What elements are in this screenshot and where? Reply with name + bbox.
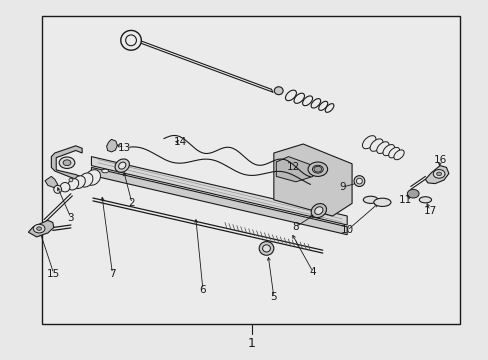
Text: 17: 17: [423, 206, 436, 216]
Text: 7: 7: [109, 269, 116, 279]
Ellipse shape: [310, 204, 326, 217]
Ellipse shape: [363, 196, 377, 203]
Ellipse shape: [115, 159, 129, 172]
Ellipse shape: [73, 176, 85, 189]
Polygon shape: [273, 144, 351, 216]
Ellipse shape: [60, 183, 70, 192]
Text: 2: 2: [128, 198, 135, 208]
Ellipse shape: [369, 139, 382, 151]
Ellipse shape: [274, 87, 283, 95]
Circle shape: [37, 227, 41, 230]
Polygon shape: [45, 176, 58, 188]
Ellipse shape: [54, 185, 61, 193]
FancyBboxPatch shape: [41, 16, 459, 324]
Circle shape: [63, 160, 71, 166]
Polygon shape: [106, 139, 117, 152]
Ellipse shape: [102, 169, 108, 173]
Ellipse shape: [119, 162, 125, 169]
Ellipse shape: [418, 197, 431, 203]
Ellipse shape: [382, 145, 394, 156]
Ellipse shape: [393, 150, 404, 160]
Ellipse shape: [310, 99, 320, 108]
Circle shape: [33, 224, 45, 233]
Ellipse shape: [362, 136, 375, 149]
Ellipse shape: [125, 35, 136, 46]
Ellipse shape: [302, 96, 312, 106]
Text: 13: 13: [118, 143, 131, 153]
Ellipse shape: [373, 198, 390, 206]
Ellipse shape: [85, 170, 101, 185]
Polygon shape: [276, 157, 312, 182]
Polygon shape: [91, 167, 346, 235]
Circle shape: [432, 170, 444, 178]
Ellipse shape: [259, 242, 273, 255]
Ellipse shape: [325, 104, 333, 112]
Ellipse shape: [356, 178, 362, 184]
Text: 4: 4: [309, 267, 316, 277]
Circle shape: [59, 157, 75, 168]
Ellipse shape: [312, 165, 323, 173]
Ellipse shape: [79, 173, 93, 187]
Ellipse shape: [388, 147, 399, 158]
Text: 11: 11: [398, 195, 412, 205]
Ellipse shape: [262, 245, 270, 252]
Ellipse shape: [285, 90, 296, 101]
Ellipse shape: [376, 142, 388, 153]
Text: 9: 9: [338, 182, 345, 192]
Text: 6: 6: [199, 285, 206, 295]
Text: 14: 14: [174, 137, 187, 147]
Polygon shape: [91, 157, 346, 225]
Text: 1: 1: [247, 337, 255, 350]
Polygon shape: [51, 146, 82, 182]
Ellipse shape: [121, 31, 141, 50]
Ellipse shape: [293, 93, 304, 103]
Text: 15: 15: [47, 269, 61, 279]
Circle shape: [313, 166, 321, 172]
Circle shape: [407, 189, 418, 198]
Ellipse shape: [68, 179, 79, 190]
Ellipse shape: [353, 176, 364, 186]
Ellipse shape: [307, 162, 327, 176]
Text: 8: 8: [292, 222, 299, 232]
Ellipse shape: [318, 101, 327, 111]
Ellipse shape: [314, 207, 322, 215]
Text: 3: 3: [67, 213, 74, 223]
Text: 16: 16: [432, 155, 446, 165]
Circle shape: [436, 172, 441, 176]
Text: 5: 5: [270, 292, 277, 302]
Ellipse shape: [69, 178, 73, 182]
Polygon shape: [28, 220, 54, 237]
Text: 12: 12: [286, 162, 300, 172]
Polygon shape: [425, 166, 448, 184]
Text: 10: 10: [340, 225, 353, 235]
